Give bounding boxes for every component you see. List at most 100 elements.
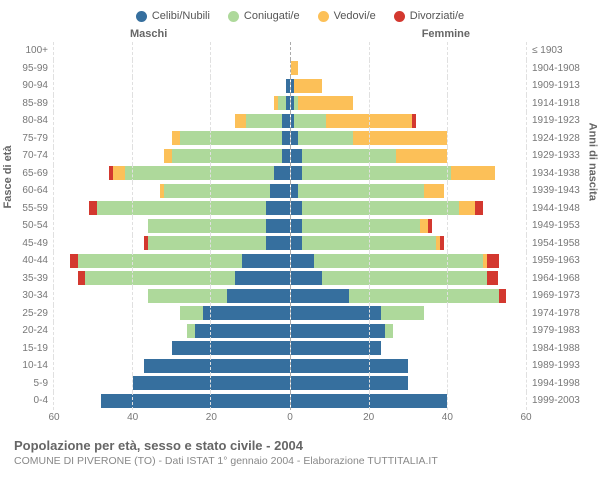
- bar-segment: [286, 96, 290, 110]
- year-label: 1929-1933: [526, 150, 590, 161]
- bar-segment: [385, 324, 393, 338]
- bar-segment: [440, 236, 444, 250]
- year-label: 1954-1958: [526, 238, 590, 249]
- bar-half-male: [54, 200, 291, 218]
- year-label: 1984-1988: [526, 343, 590, 354]
- stacked-bar: [291, 79, 322, 93]
- bar-segment: [291, 271, 322, 285]
- age-label: 25-29: [10, 308, 54, 319]
- bar-segment: [291, 376, 409, 390]
- bar-segment: [291, 341, 381, 355]
- pyramid-row: 95-991904-1908: [10, 60, 590, 78]
- stacked-bar: [291, 254, 499, 268]
- year-label: 1959-1963: [526, 255, 590, 266]
- bar-segment: [291, 324, 385, 338]
- bar-segment: [97, 201, 266, 215]
- bar-segment: [242, 254, 289, 268]
- bar-segment: [302, 219, 420, 233]
- stacked-bar: [70, 254, 290, 268]
- x-tick: 60: [48, 412, 59, 423]
- bar-segment: [420, 219, 428, 233]
- stacked-bar: [180, 306, 290, 320]
- x-axis-ticks: 0204060 204060: [54, 412, 526, 426]
- bar-segment: [291, 131, 299, 145]
- bar-segment: [298, 184, 424, 198]
- bar-half-male: [54, 340, 291, 358]
- bar-segment: [164, 149, 172, 163]
- bar-segment: [164, 184, 270, 198]
- year-label: 1979-1983: [526, 325, 590, 336]
- bar-half-female: [291, 305, 527, 323]
- bar-segment: [266, 201, 290, 215]
- bar-segment: [172, 341, 290, 355]
- stacked-bar: [109, 166, 290, 180]
- pyramid-row: 35-391964-1968: [10, 270, 590, 288]
- stacked-bar: [89, 201, 289, 215]
- bar-segment: [459, 201, 475, 215]
- bar-half-male: [54, 147, 291, 165]
- bar-segment: [499, 289, 507, 303]
- bar-half-male: [54, 270, 291, 288]
- age-label: 90-94: [10, 80, 54, 91]
- x-tick: 20: [206, 412, 217, 423]
- year-label: 1964-1968: [526, 273, 590, 284]
- x-axis-left: 0204060: [54, 412, 290, 426]
- year-label: ≤ 1903: [526, 45, 590, 56]
- bar-segment: [294, 114, 325, 128]
- age-label: 95-99: [10, 63, 54, 74]
- pyramid-row: 10-141989-1993: [10, 357, 590, 375]
- year-label: 1949-1953: [526, 220, 590, 231]
- age-label: 55-59: [10, 203, 54, 214]
- year-label: 1994-1998: [526, 378, 590, 389]
- age-label: 0-4: [10, 395, 54, 406]
- bar-segment: [291, 236, 303, 250]
- x-axis: 0204060 204060: [10, 412, 590, 426]
- label-male: Maschi: [130, 28, 167, 40]
- age-label: 40-44: [10, 255, 54, 266]
- bar-segment: [322, 271, 487, 285]
- bar-half-male: [54, 95, 291, 113]
- pyramid-row: 55-591944-1948: [10, 200, 590, 218]
- footer: Popolazione per età, sesso e stato civil…: [10, 438, 590, 467]
- stacked-bar: [291, 271, 499, 285]
- stacked-bar: [144, 236, 289, 250]
- pyramid-row: 40-44 1959-1963: [10, 252, 590, 270]
- stacked-bar: [291, 61, 299, 75]
- stacked-bar: [148, 289, 289, 303]
- bars: [54, 392, 526, 410]
- plot-area: Fasce di età Anni di nascita 100+≤ 19039…: [10, 42, 590, 426]
- population-pyramid-chart: Celibi/NubiliConiugati/eVedovi/eDivorzia…: [0, 0, 600, 500]
- bar-half-female: [291, 147, 527, 165]
- chart-title: Popolazione per età, sesso e stato civil…: [14, 438, 586, 453]
- bar-segment: [314, 254, 483, 268]
- bars: [54, 305, 526, 323]
- bar-segment: [148, 219, 266, 233]
- bar-segment: [172, 149, 282, 163]
- bar-half-female: [291, 322, 527, 340]
- legend-item: Vedovi/e: [318, 10, 376, 22]
- bar-segment: [266, 236, 290, 250]
- bars: [54, 182, 526, 200]
- bar-segment: [291, 289, 350, 303]
- bar-segment: [227, 289, 290, 303]
- bar-segment: [180, 306, 204, 320]
- year-label: 1969-1973: [526, 290, 590, 301]
- stacked-bar: [291, 114, 417, 128]
- bar-segment: [291, 184, 299, 198]
- bars: [54, 42, 526, 60]
- bars: [54, 60, 526, 78]
- legend-label: Divorziati/e: [410, 10, 464, 22]
- bar-segment: [113, 166, 125, 180]
- bar-half-female: [291, 165, 527, 183]
- bar-segment: [381, 306, 424, 320]
- pyramid-row: 0-41999-2003: [10, 392, 590, 410]
- bar-segment: [78, 271, 86, 285]
- bars: [54, 340, 526, 358]
- stacked-bar: [172, 131, 290, 145]
- pyramid-row: 60-641939-1943: [10, 182, 590, 200]
- bar-segment: [89, 201, 97, 215]
- bar-half-male: [54, 182, 291, 200]
- year-label: 1974-1978: [526, 308, 590, 319]
- pyramid-row: 75-791924-1928: [10, 130, 590, 148]
- bar-half-female: [291, 270, 527, 288]
